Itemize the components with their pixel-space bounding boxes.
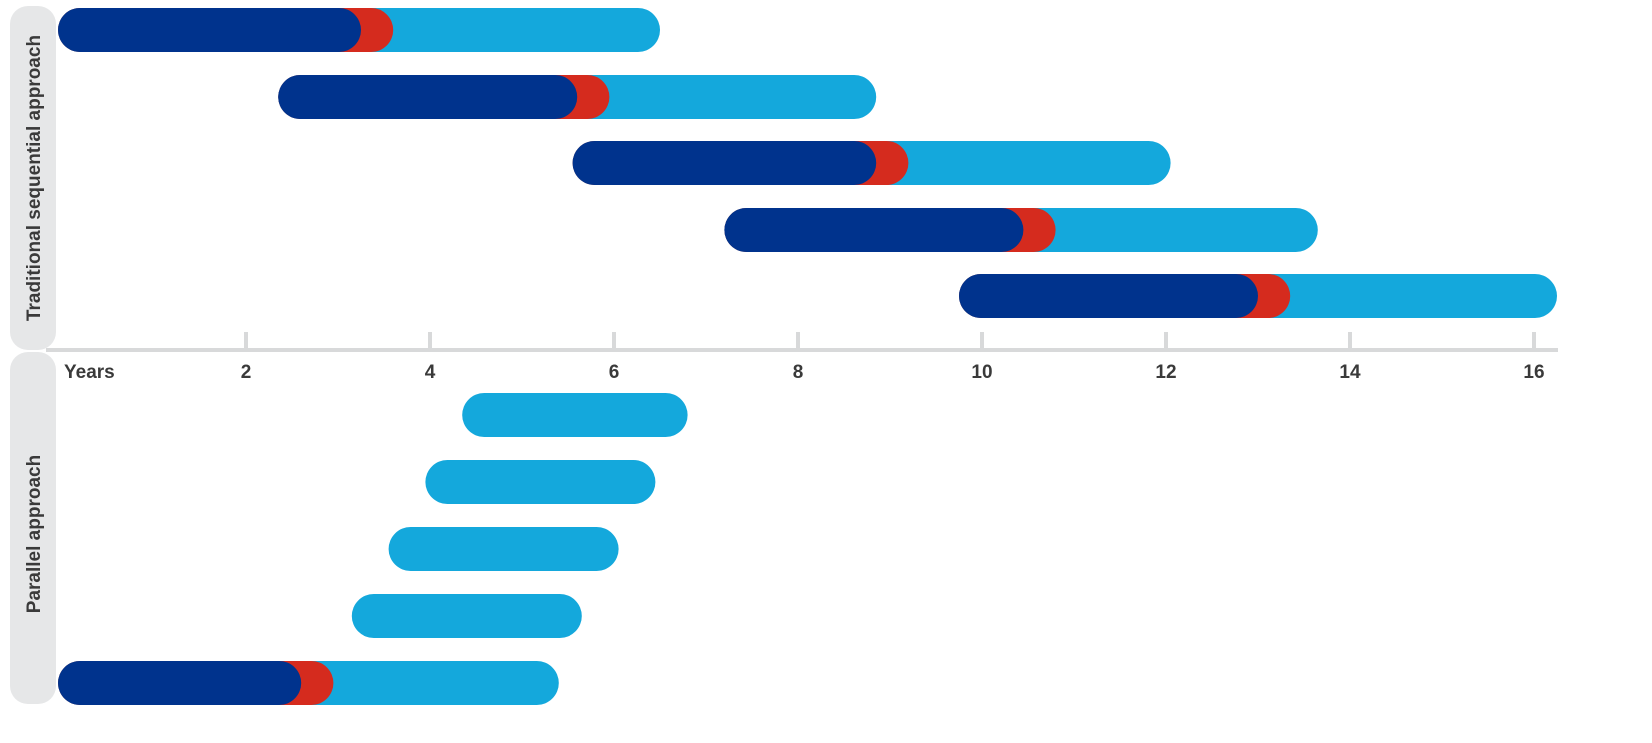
dark-phase-bar <box>278 75 578 119</box>
axis-years-label: Years <box>64 362 115 383</box>
parallel-panel <box>10 352 56 704</box>
x-tick-label: 12 <box>1155 362 1176 383</box>
dark-phase-bar <box>58 661 302 705</box>
dark-phase-bar <box>959 274 1258 318</box>
dark-phase-bar <box>58 8 361 52</box>
x-tick-label: 4 <box>425 362 436 383</box>
light-phase-bar <box>462 393 688 437</box>
dark-phase-bar <box>572 141 877 185</box>
traditional-approach-label: Traditional sequential approach <box>24 35 45 321</box>
parallel-approach-label: Parallel approach <box>24 455 45 613</box>
x-tick-label: 10 <box>971 362 992 383</box>
light-phase-bar <box>351 594 582 638</box>
x-tick-label: 6 <box>609 362 620 383</box>
x-tick-label: 14 <box>1339 362 1361 383</box>
bars-layer <box>58 8 1557 705</box>
light-phase-bar <box>388 527 619 571</box>
traditional-panel <box>10 6 56 350</box>
dark-phase-bar <box>724 208 1024 252</box>
light-phase-bar <box>425 460 656 504</box>
x-tick-label: 8 <box>793 362 804 383</box>
x-tick-label: 16 <box>1523 362 1544 383</box>
x-tick-label: 2 <box>241 362 252 383</box>
x-axis-ticks: 2 4 6 8 10 12 14 16 <box>241 332 1545 383</box>
